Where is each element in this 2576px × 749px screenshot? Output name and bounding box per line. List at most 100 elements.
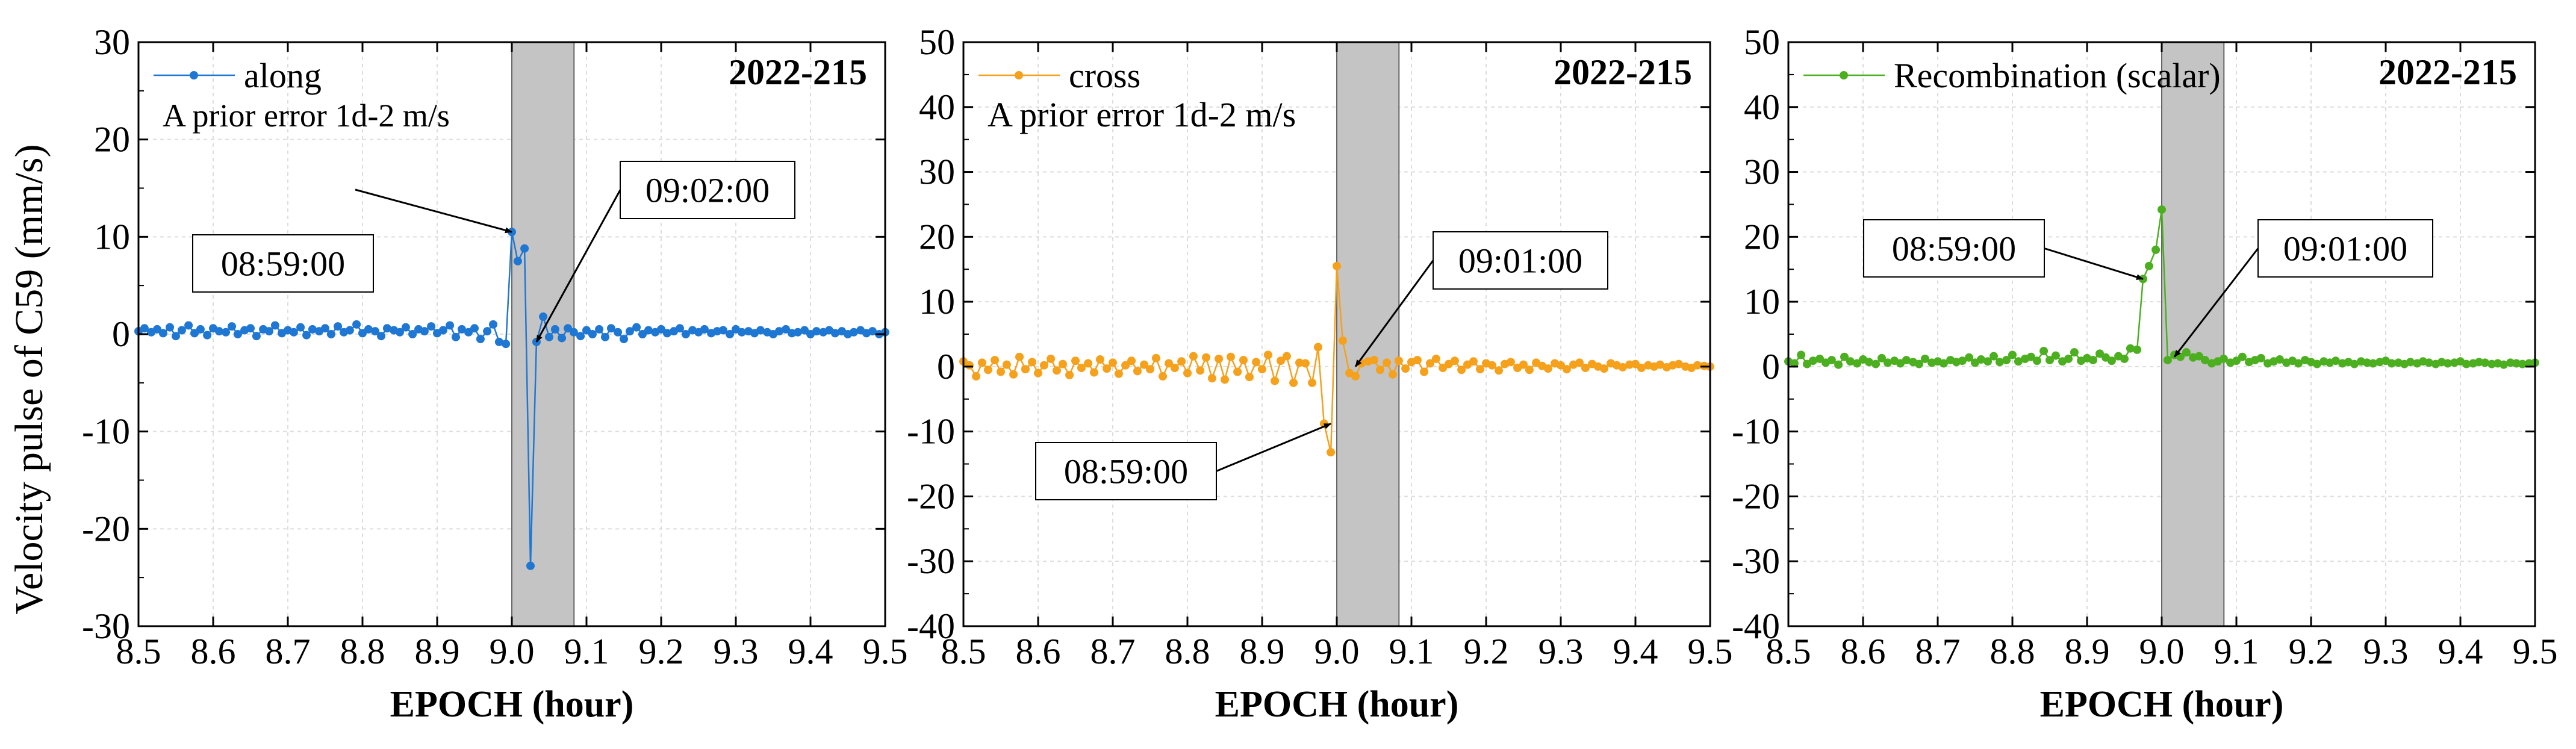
data-point bbox=[502, 340, 511, 349]
data-point bbox=[582, 326, 591, 335]
data-point bbox=[520, 244, 529, 253]
data-point bbox=[1159, 372, 1168, 381]
data-point bbox=[352, 320, 361, 329]
data-point bbox=[1308, 378, 1317, 387]
data-point bbox=[1370, 356, 1378, 365]
x-axis-title: EPOCH (hour) bbox=[2040, 684, 2284, 725]
y-tick-label: 10 bbox=[1744, 282, 1780, 322]
y-tick-label: 10 bbox=[94, 217, 130, 256]
x-tick-label: 9.5 bbox=[863, 632, 908, 671]
data-point bbox=[569, 328, 578, 337]
data-point bbox=[558, 334, 567, 343]
data-point bbox=[662, 329, 671, 338]
data-point bbox=[737, 328, 746, 337]
data-point bbox=[681, 330, 690, 338]
annotation-time-label: 08:59:00 bbox=[221, 244, 345, 284]
data-point bbox=[726, 330, 735, 338]
data-point bbox=[868, 327, 877, 336]
y-tick-label: 50 bbox=[919, 22, 955, 62]
data-point bbox=[1239, 356, 1248, 365]
data-point bbox=[1457, 365, 1466, 374]
data-point bbox=[620, 335, 628, 344]
y-tick-label: 50 bbox=[1744, 22, 1780, 62]
data-point bbox=[1140, 360, 1149, 369]
data-point bbox=[265, 327, 273, 336]
y-tick-label: 0 bbox=[937, 347, 955, 387]
data-point bbox=[1631, 359, 1640, 368]
data-point bbox=[470, 324, 479, 333]
data-point bbox=[2182, 348, 2191, 357]
data-point bbox=[1827, 356, 1836, 365]
data-point bbox=[1401, 364, 1410, 373]
data-point bbox=[2219, 354, 2228, 363]
x-tick-label: 8.5 bbox=[116, 632, 161, 671]
data-point bbox=[830, 329, 839, 338]
data-point bbox=[2256, 353, 2265, 362]
data-point bbox=[1170, 364, 1179, 373]
data-point bbox=[676, 324, 684, 333]
data-point bbox=[166, 323, 175, 332]
data-point bbox=[1095, 355, 1104, 364]
data-point bbox=[2014, 357, 2023, 366]
data-point bbox=[2051, 351, 2060, 360]
data-point bbox=[1575, 358, 1584, 367]
data-point bbox=[1834, 360, 1843, 369]
data-point bbox=[140, 324, 149, 333]
data-point bbox=[326, 330, 335, 338]
annotation-arrow bbox=[2173, 247, 2259, 358]
annotation-arrow bbox=[1354, 260, 1434, 367]
y-tick-label: 0 bbox=[112, 314, 130, 354]
annotation-arrow bbox=[2044, 247, 2144, 280]
data-point bbox=[364, 325, 373, 334]
y-tick-label: -30 bbox=[82, 606, 130, 646]
data-point bbox=[1495, 366, 1504, 375]
x-tick-label: 8.6 bbox=[1016, 632, 1061, 671]
x-tick-label: 8.8 bbox=[340, 632, 385, 671]
data-point bbox=[1146, 365, 1154, 374]
data-point bbox=[1002, 360, 1011, 369]
data-point bbox=[1109, 358, 1117, 367]
x-tick-label: 9.1 bbox=[564, 632, 609, 671]
y-tick-label: -10 bbox=[1732, 412, 1780, 452]
x-tick-label: 9.0 bbox=[490, 632, 535, 671]
data-point bbox=[196, 325, 205, 334]
data-point bbox=[1009, 370, 1018, 379]
data-point bbox=[1469, 357, 1478, 366]
data-point bbox=[2195, 352, 2203, 361]
data-point bbox=[2443, 359, 2452, 368]
data-point bbox=[2070, 348, 2079, 357]
data-point bbox=[2088, 356, 2097, 365]
data-point bbox=[545, 332, 553, 341]
x-tick-label: 8.9 bbox=[2065, 632, 2110, 671]
x-tick-label: 9.4 bbox=[2438, 632, 2483, 671]
data-point bbox=[270, 321, 279, 330]
data-point bbox=[2027, 352, 2035, 361]
panel-date-label: 2022-215 bbox=[1554, 52, 1692, 92]
annotation-time-label: 08:59:00 bbox=[1064, 452, 1188, 491]
data-point bbox=[1375, 365, 1384, 374]
data-point bbox=[1902, 356, 1911, 365]
data-point bbox=[190, 329, 199, 338]
data-point bbox=[1202, 353, 1210, 362]
data-point bbox=[382, 324, 391, 333]
data-point bbox=[1674, 359, 1683, 368]
data-point bbox=[321, 324, 329, 333]
annotation-time-label: 09:01:00 bbox=[2283, 229, 2407, 269]
data-point bbox=[1506, 358, 1515, 367]
data-point bbox=[2151, 245, 2161, 254]
data-point bbox=[1226, 352, 1235, 361]
annotation-arrow bbox=[535, 189, 621, 343]
chart-panel-1: 8.5 8.6 8.7 8.8 8.9 9.0 9.1 9.2 9.3 9.4 9.5 -30 -20 -… bbox=[82, 22, 907, 725]
data-point bbox=[1426, 359, 1434, 368]
data-point bbox=[657, 325, 665, 334]
data-point bbox=[1039, 361, 1048, 370]
data-point bbox=[2312, 359, 2321, 368]
legend-marker bbox=[1840, 71, 1848, 79]
data-point bbox=[2144, 261, 2153, 270]
data-point bbox=[1215, 354, 1224, 363]
data-point bbox=[1599, 364, 1608, 373]
data-point bbox=[2480, 358, 2489, 367]
data-point bbox=[1990, 352, 1998, 361]
data-point bbox=[252, 332, 261, 341]
legend-label: along bbox=[244, 56, 322, 95]
